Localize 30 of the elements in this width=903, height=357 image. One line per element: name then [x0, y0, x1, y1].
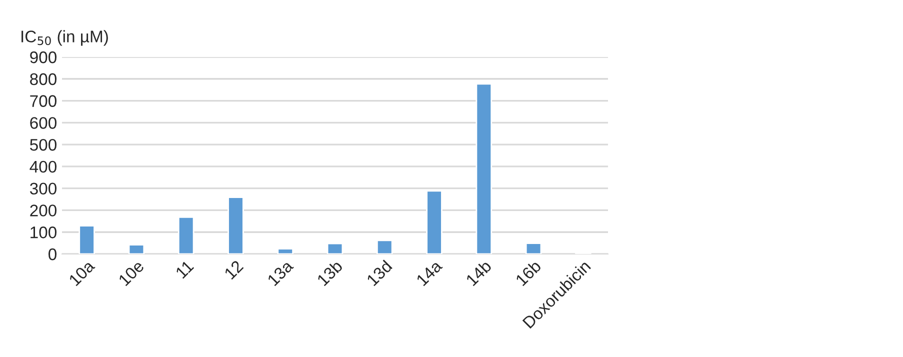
x-tick-label: 13a: [266, 259, 294, 286]
x-tick-label: 14a: [416, 259, 443, 286]
x-tick-label: 14b: [465, 259, 492, 286]
bar: [228, 196, 244, 254]
bar: [128, 244, 145, 254]
x-tick-label: 11: [175, 260, 194, 279]
x-tick-label: 13d: [366, 260, 393, 286]
bar: [326, 242, 344, 254]
y-tick-label: 0: [48, 248, 56, 260]
y-tick-label: 900: [30, 51, 56, 64]
y-tick-label: 500: [30, 138, 56, 151]
y-tick-label: 600: [30, 117, 56, 129]
bar: [277, 248, 294, 254]
x-tick-label: 12: [224, 260, 244, 280]
y-axis-title: IC$_{50}$ (in µM): [22, 30, 108, 46]
bar: [376, 240, 393, 254]
y-tick-label: 200: [30, 204, 56, 216]
y-tick-label: 300: [30, 182, 56, 195]
y-tick-label: 400: [30, 160, 56, 173]
x-tick-label: 10a: [68, 259, 96, 286]
bar: [525, 242, 542, 254]
y-tick-label: 100: [30, 226, 56, 238]
x-tick-label: 10e: [118, 260, 145, 286]
x-tick-label: 13b: [316, 259, 344, 286]
bar: [476, 83, 492, 254]
y-tick-label: 700: [30, 95, 56, 107]
y-tick-label: 800: [30, 73, 56, 86]
bar: [78, 225, 95, 254]
bar: [178, 216, 194, 254]
bar: [426, 190, 442, 254]
